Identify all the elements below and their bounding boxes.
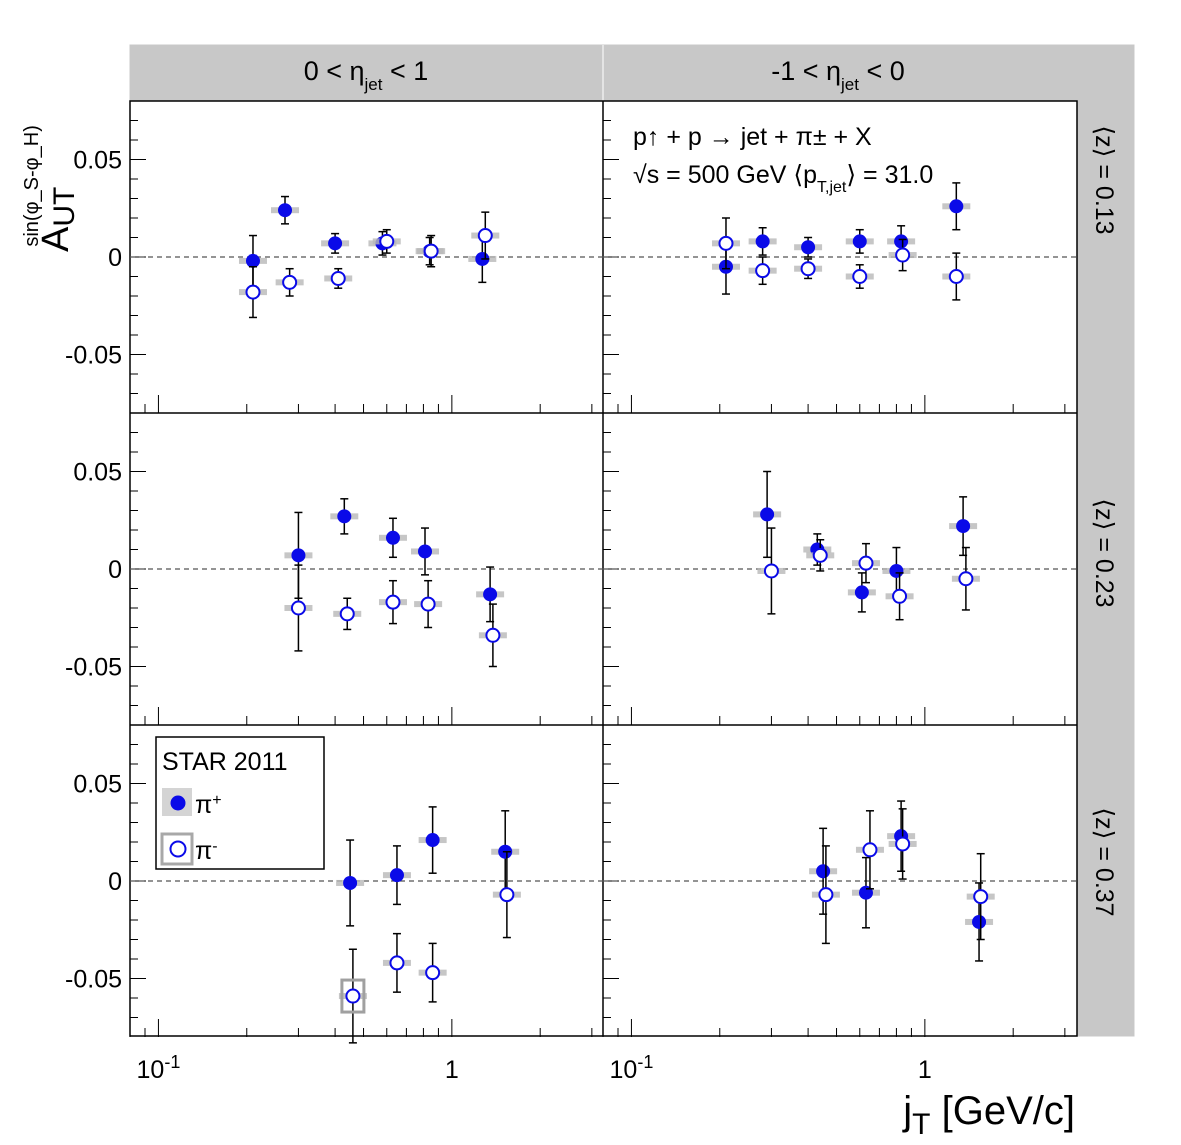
y-tick-label: -0.05 (65, 966, 122, 994)
data-point-pi-plus (755, 234, 770, 249)
data-point-pi-minus (862, 842, 878, 858)
data-point-pi-plus (949, 199, 964, 214)
y-tick-label: -0.05 (65, 654, 122, 682)
data-point-pi-minus (425, 965, 441, 981)
data-point-pi-plus (854, 585, 869, 600)
legend-marker-pi-minus (169, 840, 187, 858)
legend-marker-pi-plus (170, 795, 186, 811)
data-point-pi-plus (418, 544, 433, 559)
data-point-pi-minus (812, 547, 828, 563)
legend: STAR 2011 π+ π- (155, 736, 325, 870)
data-point-pi-minus (763, 563, 779, 579)
x-tick-label: 10-1 (137, 1052, 181, 1084)
data-point-pi-minus (423, 243, 439, 259)
y-tick-label: 0.05 (73, 459, 122, 487)
data-point-pi-minus (958, 571, 974, 587)
y-tick-label: -0.05 (65, 342, 122, 370)
column-header-right: -1 < ηjet < 0 (771, 56, 905, 94)
column-strip-background (129, 44, 1135, 102)
row-strip-background (1076, 100, 1135, 1037)
data-point-pi-minus (345, 988, 361, 1004)
data-point-pi-plus (337, 509, 352, 524)
data-point-pi-minus (892, 588, 908, 604)
data-point-pi-minus (485, 627, 501, 643)
y-tick-label: 0 (108, 868, 122, 896)
data-point-pi-minus (973, 889, 989, 905)
data-point-pi-minus (718, 235, 734, 251)
data-point-pi-minus (290, 600, 306, 616)
data-point-pi-minus (420, 596, 436, 612)
data-point-pi-plus (858, 885, 873, 900)
legend-label-pi-plus: π+ (195, 791, 222, 819)
data-point-pi-plus (889, 563, 904, 578)
x-tick-label: 1 (445, 1056, 459, 1084)
data-point-pi-minus (389, 955, 405, 971)
data-point-pi-minus (477, 228, 493, 244)
data-point-pi-plus (852, 234, 867, 249)
data-point-pi-minus (948, 269, 964, 284)
column-header-left: 0 < ηjet < 1 (304, 56, 429, 94)
energy-annotation: √s = 500 GeV ⟨pT,jet⟩ = 31.0 (633, 161, 933, 196)
data-point-pi-minus (800, 261, 816, 277)
data-point-pi-minus (755, 263, 771, 279)
data-point-pi-plus (425, 833, 440, 848)
data-point-pi-minus (895, 836, 911, 852)
data-point-pi-minus (339, 606, 355, 622)
legend-title: STAR 2011 (162, 748, 288, 776)
x-tick-label: 10-1 (610, 1052, 654, 1084)
row-header-0: ⟨z⟩ = 0.13 (1090, 125, 1118, 234)
data-point-pi-plus (760, 507, 775, 522)
data-point-pi-plus (278, 203, 293, 218)
data-point-pi-plus (483, 587, 498, 602)
data-point-pi-plus (291, 548, 306, 563)
y-tick-label: 0.05 (73, 147, 122, 175)
legend-syserr-swatch-pi-minus (160, 832, 194, 866)
y-tick-label: 0 (108, 556, 122, 584)
zero-lines-layer (130, 256, 1077, 882)
data-point-pi-plus (972, 914, 987, 929)
x-axis-title: jT [GeV/c] (902, 1089, 1075, 1141)
data-point-pi-plus (385, 530, 400, 545)
data-point-pi-minus (858, 555, 874, 571)
data-point-pi-plus (956, 519, 971, 534)
data-point-pi-plus (389, 868, 404, 883)
y-tick-label: 0 (108, 244, 122, 272)
data-point-pi-minus (852, 269, 868, 284)
y-tick-label: 0.05 (73, 771, 122, 799)
ticks-layer: 0.05 0 -0.05 0.05 0 -0.05 0.05 0 -0.05 10-1 1 10-1 1 (65, 120, 1066, 1084)
data-point-pi-minus (245, 284, 261, 300)
data-point-pi-minus (499, 887, 515, 903)
data-point-pi-plus (816, 864, 831, 879)
sys-error-box-large (340, 978, 366, 1014)
data-point-pi-minus (282, 274, 298, 290)
data-layer (238, 182, 995, 1044)
data-point-pi-plus (894, 234, 909, 249)
data-point-pi-plus (801, 240, 816, 255)
process-annotation: p↑ + p → jet + π± + X (633, 123, 872, 151)
data-point-pi-minus (895, 247, 911, 263)
row-header-1: ⟨z⟩ = 0.23 (1090, 498, 1118, 607)
x-tick-label: 1 (918, 1056, 932, 1084)
legend-label-pi-minus: π- (195, 837, 218, 865)
data-point-pi-minus (379, 233, 395, 249)
data-point-pi-minus (330, 270, 346, 286)
data-point-pi-plus (245, 253, 260, 268)
data-point-pi-minus (385, 594, 401, 610)
data-point-pi-plus (328, 236, 343, 251)
row-header-2: ⟨z⟩ = 0.37 (1090, 807, 1118, 916)
data-point-pi-minus (818, 887, 834, 903)
y-axis-title: AUTsin(φ_S-φ_H) (21, 125, 81, 252)
data-point-pi-plus (343, 875, 358, 890)
